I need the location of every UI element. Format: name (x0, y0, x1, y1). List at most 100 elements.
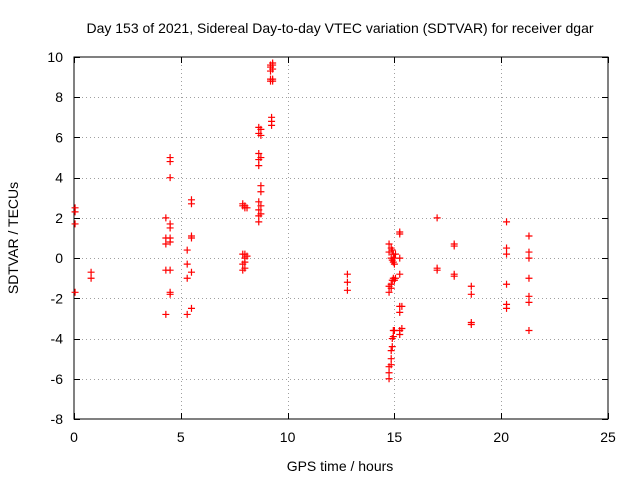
data-point (525, 327, 533, 335)
data-point (87, 268, 95, 276)
data-point (255, 206, 263, 214)
data-point (269, 65, 277, 73)
data-point (183, 260, 191, 268)
data-point (87, 274, 95, 282)
y-axis-label: SDTVAR / TECUs (5, 182, 21, 294)
data-point (255, 162, 263, 170)
data-point (257, 188, 265, 196)
data-point (255, 218, 263, 226)
data-point (241, 264, 249, 272)
data-point (187, 268, 195, 276)
x-tick-label: 15 (387, 429, 403, 445)
x-tick-label: 25 (600, 429, 616, 445)
data-point (396, 308, 404, 316)
data-point (343, 270, 351, 278)
x-tick-label: 10 (280, 429, 296, 445)
data-point (450, 242, 458, 250)
y-tick-label: 10 (47, 49, 63, 65)
data-point (385, 240, 393, 248)
data-point (387, 284, 395, 292)
data-point (187, 200, 195, 208)
x-axis-label: GPS time / hours (287, 458, 394, 474)
y-tick-label: -2 (51, 290, 64, 306)
data-point (166, 266, 174, 274)
data-point (183, 310, 191, 318)
data-point (387, 347, 395, 355)
data-point (385, 375, 393, 383)
data-point (396, 270, 404, 278)
data-point (391, 250, 399, 258)
data-point (391, 274, 399, 282)
data-point (71, 220, 79, 228)
data-point (398, 325, 406, 332)
data-point (388, 343, 396, 351)
data-point (343, 286, 351, 294)
data-point (269, 77, 277, 85)
data-point (255, 150, 263, 158)
data-point (257, 131, 265, 139)
data-point (71, 208, 79, 216)
chart-title: Day 153 of 2021, Sidereal Day-to-day VTE… (86, 20, 593, 36)
data-point (183, 246, 191, 254)
y-tick-label: 2 (55, 210, 63, 226)
data-point (241, 258, 249, 266)
data-point (467, 320, 475, 328)
data-point (187, 304, 195, 312)
data-point (525, 248, 533, 256)
data-point (503, 244, 511, 252)
data-point (396, 331, 404, 339)
data-point (525, 232, 533, 240)
data-point (450, 272, 458, 280)
data-point (385, 288, 393, 296)
data-point (343, 278, 351, 286)
data-point (183, 274, 191, 282)
data-point (525, 254, 533, 262)
y-tick-label: -4 (51, 331, 64, 347)
y-tick-label: 6 (55, 129, 63, 145)
data-point (525, 292, 533, 300)
y-tick-label: -8 (51, 411, 64, 427)
data-point (467, 290, 475, 298)
data-point (398, 302, 406, 310)
data-point (396, 230, 404, 238)
data-point (387, 361, 395, 369)
data-point (389, 333, 397, 341)
data-point (162, 310, 170, 318)
grid-lines (74, 57, 608, 419)
data-point (433, 214, 441, 222)
data-point (71, 288, 79, 296)
data-point (166, 238, 174, 246)
data-point (166, 174, 174, 182)
data-point (162, 240, 170, 248)
data-point (503, 250, 511, 258)
data-point (166, 290, 174, 298)
data-point (166, 158, 174, 166)
data-point (257, 210, 265, 218)
y-tick-label: 0 (55, 250, 63, 266)
y-tick-label: 4 (55, 170, 63, 186)
data-point (255, 198, 263, 206)
data-point (387, 355, 395, 363)
data-point (525, 298, 533, 306)
data-point (396, 254, 404, 262)
data-point (257, 125, 265, 133)
data-point (503, 304, 511, 312)
data-point (257, 202, 265, 210)
data-point (257, 154, 265, 162)
data-point (268, 121, 276, 129)
data-point (243, 204, 251, 212)
data-point (503, 218, 511, 226)
y-tick-label: -6 (51, 371, 64, 387)
data-point (243, 252, 251, 260)
data-point (162, 214, 170, 222)
y-tick-label: 8 (55, 89, 63, 105)
axis-ticks: 0 5 10 15 20 25 -8 -6 -4 -2 0 2 4 6 8 10 (47, 49, 616, 445)
data-points (71, 59, 533, 383)
plot-frame (73, 56, 609, 420)
x-tick-label: 20 (493, 429, 509, 445)
x-tick-label: 0 (70, 429, 78, 445)
x-tick-label: 5 (177, 429, 185, 445)
data-point (257, 182, 265, 190)
